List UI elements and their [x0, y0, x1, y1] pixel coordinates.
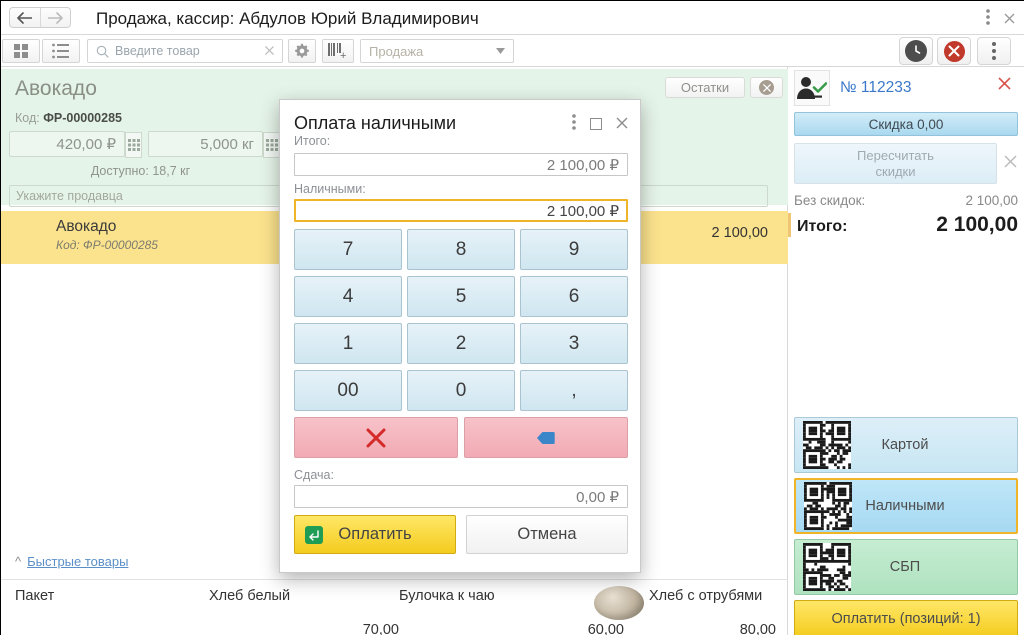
- svg-text:+: +: [340, 50, 346, 59]
